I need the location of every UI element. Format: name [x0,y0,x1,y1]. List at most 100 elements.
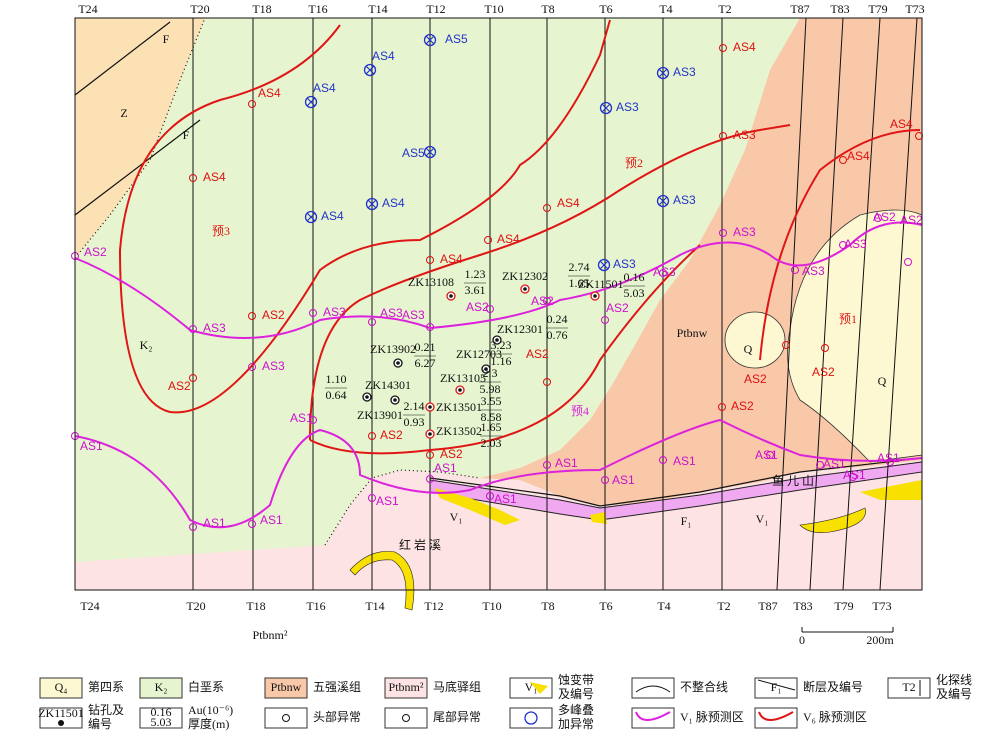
legend-box [264,677,308,699]
legend-box [264,707,308,729]
anomaly-symbol [719,132,727,140]
drill-hole-core [428,432,432,436]
legend-symbol: T2 [902,680,915,694]
anomaly-symbol [601,476,609,484]
anomaly-symbol [368,318,376,326]
legend-label: 头部异常 [313,709,361,724]
multi-peak-symbol [304,95,318,109]
map-background [74,17,923,611]
legend-label: V₁ 脉预测区 [680,709,744,724]
multi-peak-cross [425,147,435,157]
legend-box [384,677,428,699]
line-label-bottom: T8 [541,599,554,613]
anomaly-label: AS2 [84,245,107,259]
multi-peak-symbol [597,258,611,272]
anomaly-symbol [248,520,256,528]
anomaly-label: AS4 [258,86,281,100]
anomaly-symbol [766,451,774,459]
legend-box [139,677,183,699]
legend-box [509,707,553,729]
drill-hole-id: ZK13901 [357,408,403,422]
anomaly-symbol [426,475,434,483]
multi-peak-cross [365,65,375,75]
anomaly-label: AS4 [321,209,344,223]
line-label-bottom: T16 [306,599,325,613]
line-label-bottom: T4 [657,599,670,613]
geologic-label: F [163,32,170,46]
anomaly-label: AS2 [262,308,285,322]
legend-box [384,707,428,729]
anomaly-label: AS4 [497,232,520,246]
multi-peak-cross [599,260,609,270]
drill-hole-id: ZK13502 [436,424,482,438]
multi-peak-symbol [656,66,670,80]
line-label-bottom: T14 [365,599,384,613]
legend-swatch [530,682,548,694]
scale-zero: 0 [799,633,805,647]
anomaly-symbol [484,236,492,244]
multi-peak-cross [658,68,668,78]
multi-peak-cross [601,103,611,113]
anomaly-label: AS1 [376,494,399,508]
thickness: 5.03 [624,286,645,300]
anomaly-label: AS3 [380,306,403,320]
zone-label: 预2 [625,156,643,170]
au-grade: 1.65 [481,420,502,434]
drill-hole-id: ZK13501 [436,400,482,414]
legend-symbol: Ptbnw [271,680,302,694]
line-label-bottom: T10 [482,599,501,613]
anomaly-label: AS4 [372,49,395,63]
anomaly-label: AS1 [494,492,517,506]
line-label-top: T20 [190,2,209,16]
legend-box [39,707,83,729]
scale-bar [801,627,894,633]
legend-symbol: K₂ [155,680,168,694]
anomaly-label: AS1 [755,448,778,462]
anomaly-symbol [659,269,667,277]
anomaly-label: AS1 [673,454,696,468]
anomaly-label: AS3 [613,257,636,271]
anomaly-symbol [839,156,847,164]
multi-peak-symbol [363,63,377,77]
anomaly-label: AS4 [890,117,913,131]
legend-swatch [58,720,64,726]
zone-label: 预1 [839,312,857,326]
anomaly-symbol [659,456,667,464]
multi-peak-cross [367,199,377,209]
drill-hole-core [458,388,462,392]
multi-peak-symbol [599,101,613,115]
line-label-bottom: T18 [246,599,265,613]
drill-hole-id: ZK13108 [408,275,454,289]
anomaly-symbol [189,174,197,182]
geologic-label: Q [744,342,753,356]
legend-label: V₆ 脉预测区 [803,709,867,724]
legend-label: 化探线 [936,673,972,687]
anomaly-label: AS4 [847,149,870,163]
anomaly-label: AS2 [531,294,554,308]
anomaly-label: AS2 [812,365,835,379]
au-grade: 1.10 [326,372,347,386]
legend-label: 编号 [88,716,112,731]
drill-hole-core [365,395,369,399]
legend-symbol: 0.16 [151,705,172,719]
legend-swatch [635,711,671,721]
anomaly-symbol [719,44,727,52]
anomaly-symbol [309,309,317,317]
survey-line [842,17,881,591]
anomaly-label: AS3 [733,128,756,142]
scale-length: 200m [866,633,894,647]
line-label-bottom: T87 [758,599,777,613]
legend-box [631,707,675,729]
line-label-bottom: T79 [834,599,853,613]
legend-symbol: Ptbnm² [389,680,424,694]
drill-hole-core [396,361,400,365]
anomaly-label: AS2 [606,301,629,315]
anomaly-label: AS5 [445,32,468,46]
legend-label: 及编号 [936,686,972,701]
anomaly-label: AS1 [555,456,578,470]
anomaly-label: AS1 [290,411,313,425]
legend-swatch [282,714,290,722]
anomaly-symbol [839,241,847,249]
anomaly-symbol [821,344,829,352]
survey-line [879,17,918,591]
